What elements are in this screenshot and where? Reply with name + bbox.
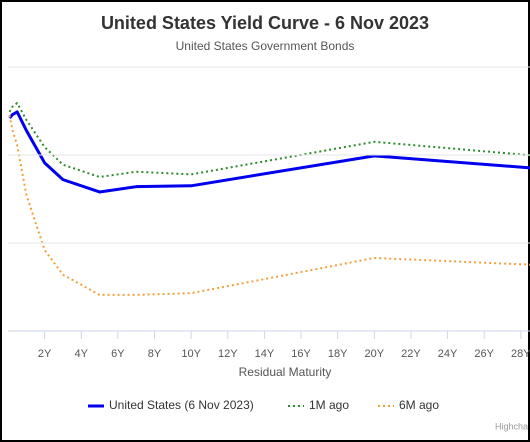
credits: Highcha [495,421,528,431]
series-line [8,115,530,296]
series-line [8,110,530,194]
x-tick-label: 14Y [255,348,275,360]
x-tick-label: 20Y [365,348,385,360]
x-tick-label: 18Y [328,348,348,360]
chart-subtitle: United States Government Bonds [176,39,355,53]
chart-title: United States Yield Curve - 6 Nov 2023 [101,13,429,33]
x-tick-label: 10Y [181,348,201,360]
x-axis-title: Residual Maturity [239,365,332,379]
x-tick-label: 4Y [75,348,89,360]
x-tick-label: 12Y [218,348,238,360]
plot-area [8,102,530,296]
x-tick-label: 24Y [438,348,458,360]
legend-label[interactable]: United States (6 Nov 2023) [109,398,254,412]
x-tick-label: 26Y [474,348,494,360]
legend-label[interactable]: 6M ago [399,398,439,412]
x-tick-label: 28Y [511,348,530,360]
x-tick-label: 2Y [38,348,52,360]
x-tick-label: 16Y [291,348,311,360]
x-tick-label: 6Y [111,348,125,360]
series-line [8,102,530,178]
x-tick-label: 8Y [148,348,162,360]
x-tick-label: 22Y [401,348,421,360]
legend-label[interactable]: 1M ago [309,398,349,412]
